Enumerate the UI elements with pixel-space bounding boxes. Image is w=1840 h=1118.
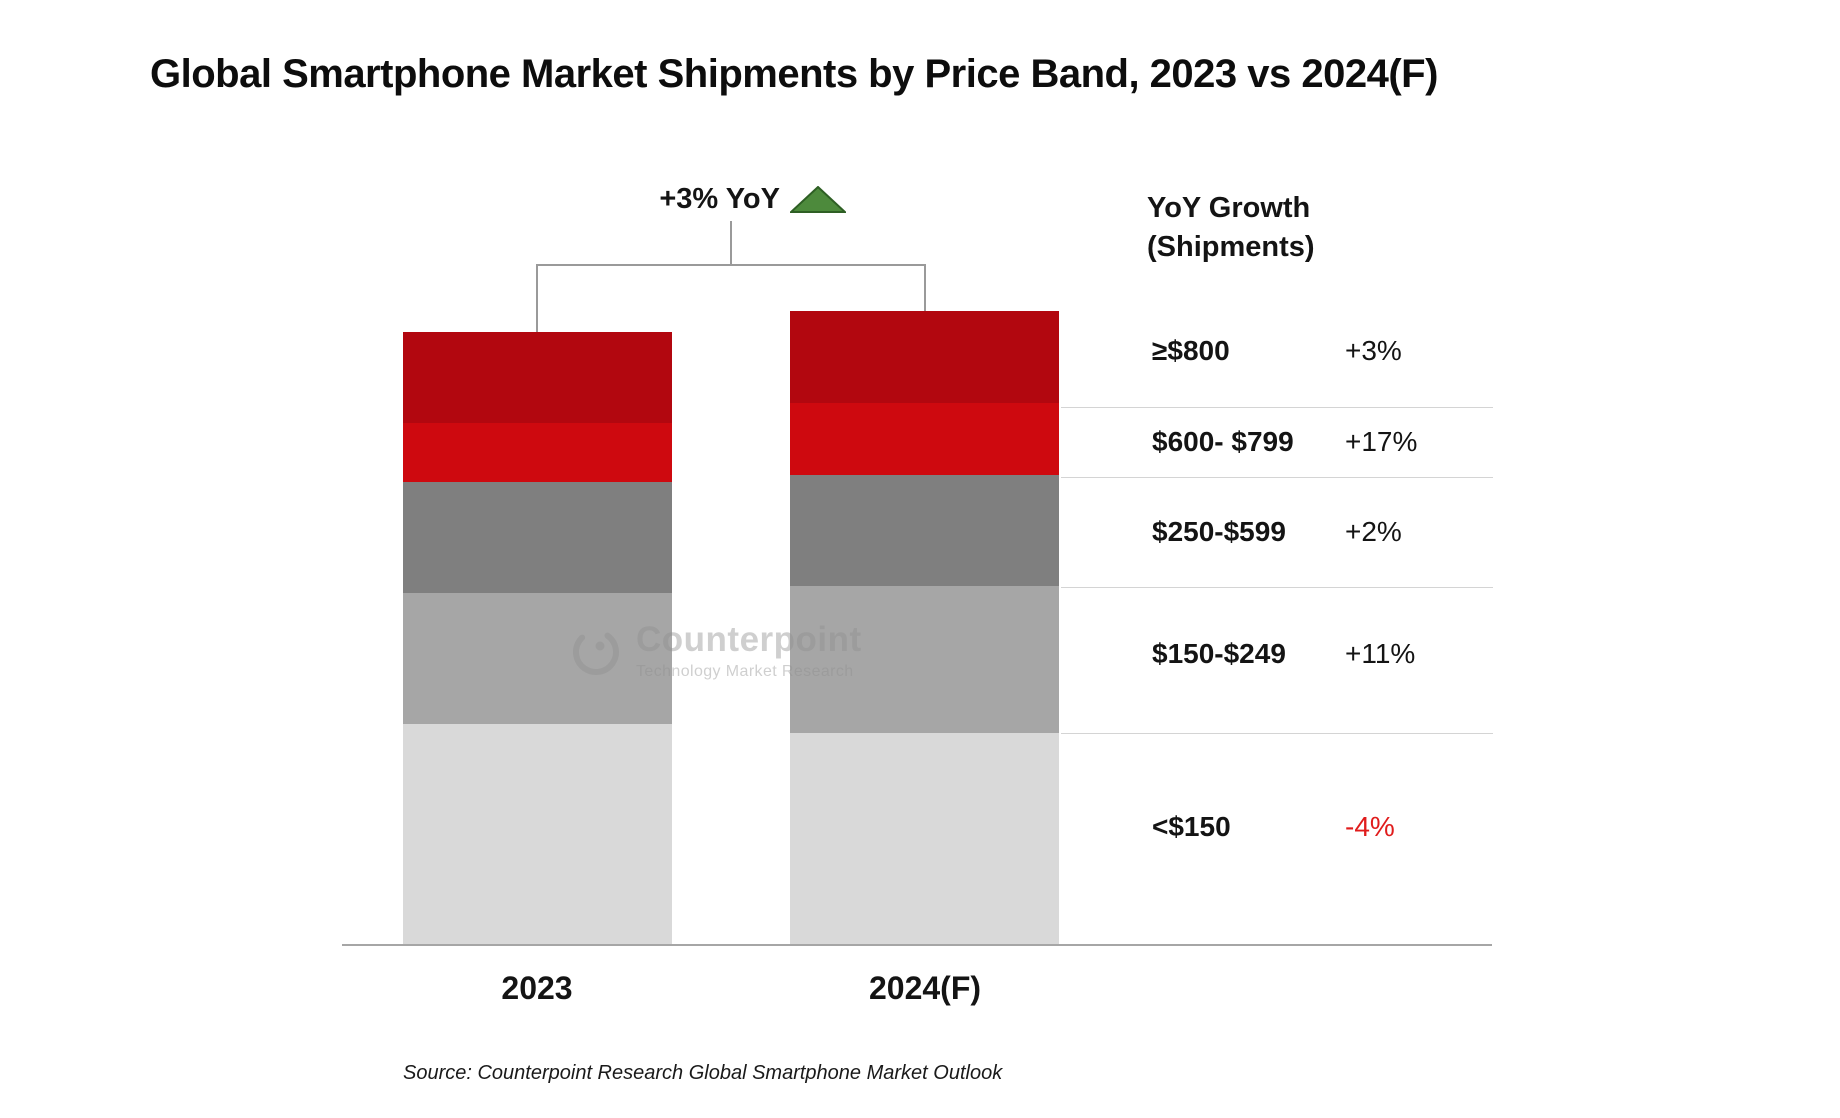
- legend-separator: [1061, 733, 1493, 734]
- legend-band-label: $150-$249: [1152, 638, 1286, 669]
- bar-segment-2024(F)-$600-$799: [790, 403, 1059, 475]
- watermark-tagline: Technology Market Research: [636, 663, 854, 680]
- legend-separator: [1061, 407, 1493, 408]
- chart-title: Global Smartphone Market Shipments by Pr…: [150, 52, 1438, 96]
- legend-separator: [1061, 587, 1493, 588]
- legend-separator: [1061, 477, 1493, 478]
- source-note: Source: Counterpoint Research Global Sma…: [403, 1062, 1003, 1084]
- legend-header-line1: YoY Growth: [1147, 192, 1311, 224]
- bar-segment-2023-$150-$249: [403, 593, 672, 724]
- bracket-right-drop-line: [924, 264, 926, 312]
- legend-header: YoY Growth (Shipments): [1147, 189, 1315, 267]
- watermark: Counterpoint Technology Market Research: [570, 620, 862, 681]
- watermark-brand: Counterpoint: [636, 620, 862, 659]
- legend-row-250-599: $250-$599 +2%: [1152, 516, 1500, 550]
- legend-band-label: $600- $799: [1152, 426, 1294, 457]
- x-axis-line: [342, 944, 1492, 946]
- legend-row-under150: <$150 -4%: [1152, 811, 1500, 845]
- bracket-left-drop-line: [536, 264, 538, 333]
- legend-growth-value: +11%: [1345, 638, 1416, 669]
- counterpoint-logo-icon: [573, 629, 619, 675]
- x-axis-label-2023: 2023: [501, 970, 573, 1006]
- growth-up-triangle-icon: [790, 186, 846, 213]
- legend-growth-value: +3%: [1345, 335, 1402, 366]
- stacked-bar-2024f: [790, 311, 1059, 945]
- legend-growth-value: +17%: [1345, 426, 1418, 457]
- bar-segment-2023-$600-$799: [403, 423, 672, 482]
- bar-segment-2023-$250-$599: [403, 482, 672, 593]
- bar-segment-2024(F)-<$150: [790, 733, 1059, 945]
- bracket-stem-line: [730, 221, 732, 265]
- legend-band-label: $250-$599: [1152, 516, 1286, 547]
- bar-segment-2023-≥$800: [403, 332, 672, 423]
- bar-segment-2024(F)-≥$800: [790, 311, 1059, 403]
- x-axis-label-2024f: 2024(F): [868, 970, 982, 1006]
- total-growth-label: +3% YoY: [659, 183, 780, 215]
- legend-row-150-249: $150-$249 +11%: [1152, 638, 1500, 672]
- bar-segment-2024(F)-$150-$249: [790, 586, 1059, 733]
- legend-growth-value: -4%: [1345, 811, 1395, 842]
- legend-growth-value: +2%: [1345, 516, 1402, 547]
- bar-segment-2024(F)-$250-$599: [790, 475, 1059, 586]
- legend-band-label: <$150: [1152, 811, 1231, 842]
- legend-header-line2: (Shipments): [1147, 231, 1315, 263]
- legend-band-label: ≥$800: [1152, 335, 1230, 366]
- bracket-horizontal-line: [536, 264, 926, 266]
- stacked-bar-2023: [403, 332, 672, 945]
- bar-segment-2023-<$150: [403, 724, 672, 945]
- legend-row-600-799: $600- $799 +17%: [1152, 426, 1500, 460]
- legend-row-800plus: ≥$800 +3%: [1152, 335, 1500, 369]
